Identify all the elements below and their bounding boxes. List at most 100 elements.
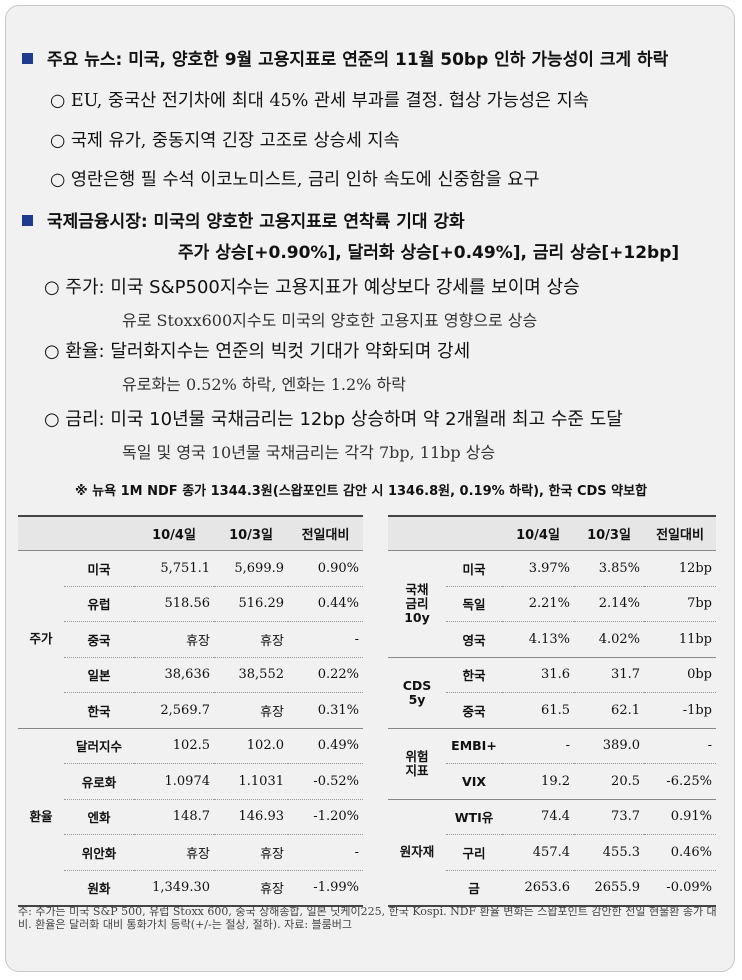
market-item-detail: 유로 Stoxx600지수도 미국의 양호한 고용지표 영향으로 상승 [122, 311, 538, 330]
cell-value: 62.1 [574, 692, 644, 729]
cell-value: 102.0 [214, 728, 288, 764]
column-header: 전일대비 [644, 515, 716, 551]
table-row: 영국 4.13% 4.02% 11bp [388, 621, 716, 658]
market-item-fx: ○ 환율: 달러화지수는 연준의 빅컷 기대가 약화되며 강세 [44, 341, 471, 362]
table-row: 금 2653.6 2655.9 -0.09% [388, 870, 716, 907]
column-header: 전일대비 [288, 515, 363, 551]
square-bullet-icon [22, 53, 33, 64]
table-row: 한국 2,569.7 휴장 0.31% [18, 692, 363, 729]
table-row: 국채 금리 10y 미국 3.97% 3.85% 12bp [388, 550, 716, 658]
table-row: 주가 미국 5,751.1 5,699.9 0.90% [18, 550, 363, 729]
table-row: 원화 1,349.30 휴장 -1.99% [18, 870, 363, 907]
group-label: 위험 지표 [388, 728, 446, 800]
cell-value: 31.7 [574, 657, 644, 693]
row-label: 일본 [64, 657, 134, 693]
footnote: 주: 주가는 미국 S&P 500, 유럽 Stoxx 600, 중국 상해종합… [18, 905, 717, 931]
cell-change: 0bp [644, 657, 716, 693]
group-label: 환율 [18, 728, 64, 907]
cell-change: 0.31% [288, 692, 363, 729]
cell-value: 457.4 [502, 834, 574, 871]
column-header: 10/3일 [214, 515, 288, 551]
row-label: 독일 [446, 586, 502, 622]
news-item: ○ 영란은행 필 수석 이코노미스트, 금리 인하 속도에 신중함을 요구 [50, 170, 540, 190]
market-item-rates: ○ 금리: 미국 10년물 국채금리는 12bp 상승하며 약 2개월래 최고 … [44, 409, 623, 430]
cell-value: 74.4 [502, 799, 574, 835]
cell-value: 휴장 [134, 621, 214, 658]
cell-value: 2653.6 [502, 870, 574, 907]
cell-value: 38,636 [134, 657, 214, 693]
news-item: ○ EU, 중국산 전기차에 최대 45% 관세 부과를 결정. 협상 가능성은… [50, 91, 589, 111]
row-label: EMBI+ [446, 728, 502, 764]
cell-change: - [644, 728, 716, 764]
cell-value: 4.02% [574, 621, 644, 658]
market-item-detail: 유로화는 0.52% 하락, 엔화는 1.2% 하락 [122, 375, 406, 394]
table-row: 일본 38,636 38,552 0.22% [18, 657, 363, 693]
row-label: 한국 [446, 657, 502, 693]
cell-value: 4.13% [502, 621, 574, 658]
cell-value: 1.1031 [214, 763, 288, 800]
square-bullet-icon [22, 215, 33, 226]
cell-value: 61.5 [502, 692, 574, 729]
cell-change: 7bp [644, 586, 716, 622]
table-row: 유럽 518.56 516.29 0.44% [18, 586, 363, 622]
cell-change: 11bp [644, 621, 716, 658]
cell-value: 455.3 [574, 834, 644, 871]
row-label: 위안화 [64, 834, 134, 871]
table-row: 원자재 WTI유 74.4 73.7 0.91% [388, 799, 716, 907]
news-heading: 주요 뉴스: 미국, 양호한 9월 고용지표로 연준의 11월 50bp 인하 … [47, 50, 669, 70]
row-label: 금 [446, 870, 502, 907]
cell-change: - [288, 834, 363, 871]
cell-value: 31.6 [502, 657, 574, 693]
table-row: 독일 2.21% 2.14% 7bp [388, 586, 716, 622]
group-label: CDS 5y [388, 657, 446, 729]
row-label: 한국 [64, 692, 134, 729]
cell-value: 1.0974 [134, 763, 214, 800]
cell-value: 3.85% [574, 550, 644, 587]
cell-change: 0.90% [288, 550, 363, 587]
row-label: 원화 [64, 870, 134, 907]
ndf-note: ※ 뉴욕 1M NDF 종가 1344.3원(스왑포인트 감안 시 1346.8… [75, 484, 648, 499]
group-label: 국채 금리 10y [388, 550, 446, 658]
table-row: 구리 457.4 455.3 0.46% [388, 834, 716, 871]
cell-value: 2.21% [502, 586, 574, 622]
table-row: 환율 달러지수 102.5 102.0 0.49% [18, 728, 363, 907]
cell-value: 73.7 [574, 799, 644, 835]
cell-value: 휴장 [134, 834, 214, 871]
cell-value: 휴장 [214, 834, 288, 871]
cell-change: -0.52% [288, 763, 363, 800]
table-row: 유로화 1.0974 1.1031 -0.52% [18, 763, 363, 800]
column-header: 10/3일 [574, 515, 644, 551]
table-row: 위안화 휴장 휴장 - [18, 834, 363, 871]
cell-value: 518.56 [134, 586, 214, 622]
cell-change: -1.20% [288, 799, 363, 835]
cell-value: 19.2 [502, 763, 574, 800]
row-label: 유로화 [64, 763, 134, 800]
cell-change: - [288, 621, 363, 658]
cell-change: -0.09% [644, 870, 716, 907]
column-header: 10/4일 [502, 515, 574, 551]
market-item-detail: 독일 및 영국 10년물 국채금리는 각각 7bp, 11bp 상승 [122, 443, 496, 462]
cell-change: 0.91% [644, 799, 716, 835]
row-label: 달러지수 [64, 728, 134, 764]
cell-value: 2,569.7 [134, 692, 214, 729]
cell-value: - [502, 728, 574, 764]
row-label: 중국 [446, 692, 502, 729]
group-label: 주가 [18, 550, 64, 729]
cell-value: 2655.9 [574, 870, 644, 907]
table-header-row: 10/4일 10/3일 전일대비 [18, 515, 363, 551]
row-label: 중국 [64, 621, 134, 658]
cell-value: 휴장 [214, 870, 288, 907]
cell-change: -1.99% [288, 870, 363, 907]
cell-value: 389.0 [574, 728, 644, 764]
market-heading: 국제금융시장: 미국의 양호한 고용지표로 연착륙 기대 강화 [47, 212, 465, 232]
cell-value: 5,751.1 [134, 550, 214, 587]
cell-value: 1,349.30 [134, 870, 214, 907]
cell-change: 0.46% [644, 834, 716, 871]
cell-value: 38,552 [214, 657, 288, 693]
cell-value: 102.5 [134, 728, 214, 764]
news-item: ○ 국제 유가, 중동지역 긴장 고조로 상승세 지속 [50, 131, 400, 151]
market-item-stocks: ○ 주가: 미국 S&P500지수는 고용지표가 예상보다 강세를 보이며 상승 [44, 277, 580, 298]
cell-value: 5,699.9 [214, 550, 288, 587]
row-label: 미국 [446, 550, 502, 587]
cell-value: 20.5 [574, 763, 644, 800]
